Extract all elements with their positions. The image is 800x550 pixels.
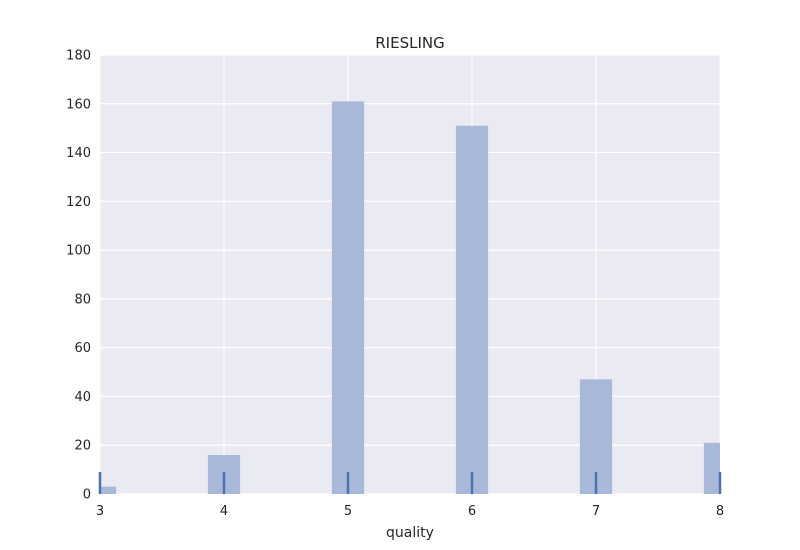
x-tick-label: 7 (592, 504, 600, 519)
bar-5 (331, 101, 365, 494)
y-tick-label: 80 (74, 292, 91, 307)
x-tick-label: 3 (96, 504, 104, 519)
bar-6 (455, 125, 489, 494)
x-axis-label: quality (386, 525, 434, 541)
y-tick-label: 40 (74, 390, 91, 405)
y-tick-label: 60 (74, 341, 91, 356)
bars (100, 101, 720, 494)
chart-title: RIESLING (375, 34, 444, 52)
x-tick-label: 5 (344, 504, 352, 519)
y-tick-label: 0 (83, 488, 91, 503)
y-tick-labels: 0 20 40 60 80 100 120 140 160 180 (66, 49, 91, 503)
bar-8 (703, 442, 720, 494)
plot-background (100, 55, 720, 494)
rug-marks (98, 472, 722, 494)
x-tick-label: 8 (716, 504, 724, 519)
y-tick-label: 140 (66, 146, 91, 161)
y-tick-label: 180 (66, 49, 91, 64)
y-tick-label: 100 (66, 244, 91, 259)
x-tick-label: 4 (220, 504, 228, 519)
x-tick-labels: 3 4 5 6 7 8 (96, 504, 724, 519)
x-tick-label: 6 (468, 504, 476, 519)
bar-3 (100, 486, 117, 494)
y-tick-label: 20 (74, 439, 91, 454)
y-tick-label: 160 (66, 97, 91, 112)
y-tick-label: 120 (66, 195, 91, 210)
